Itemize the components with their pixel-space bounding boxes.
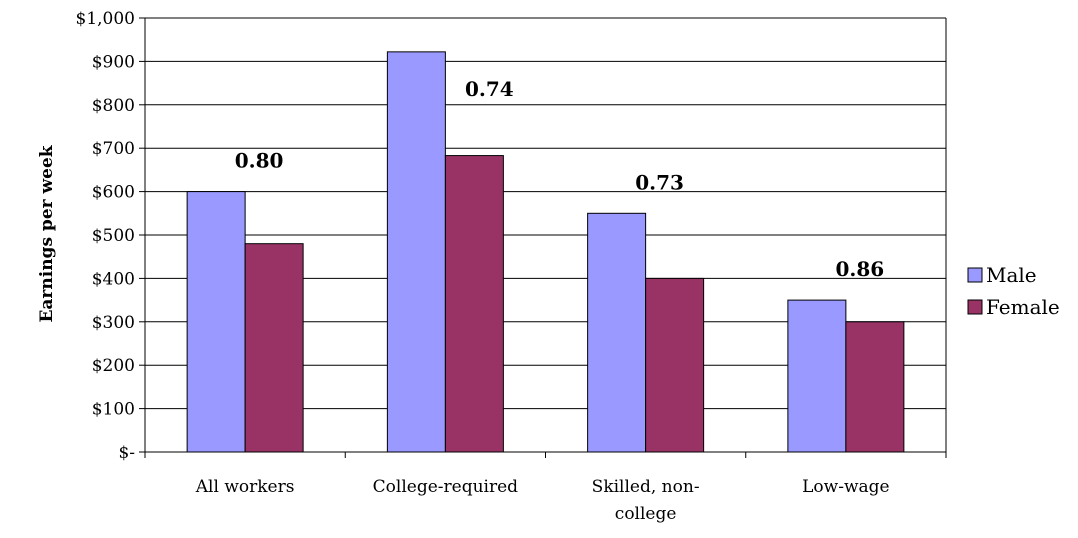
- x-tick-label: All workers: [195, 477, 295, 497]
- ratio-label: 0.86: [836, 257, 885, 281]
- bar-male: [787, 299, 847, 453]
- ratio-label: 0.74: [465, 77, 514, 101]
- y-tick-label: $1,000: [76, 9, 135, 29]
- legend-swatch-male: [967, 267, 983, 283]
- y-tick-label: $700: [92, 139, 135, 159]
- y-tick-label: $600: [92, 183, 135, 203]
- x-tick-labels: All workers College-required Skilled, non-…: [195, 477, 890, 524]
- y-tick-label: $900: [92, 52, 135, 72]
- bar-male: [587, 212, 647, 453]
- x-tick-label: Low-wage: [802, 477, 889, 497]
- legend-label-male: Male: [986, 263, 1037, 287]
- legend: Male Female: [967, 263, 1060, 319]
- y-tick-labels: $- $100 $200 $300 $400 $500 $600 $700 $800 $900 $1…: [76, 9, 135, 463]
- ratio-label: 0.73: [635, 170, 684, 194]
- y-tick-label: $500: [92, 226, 135, 246]
- ratio-label: 0.80: [235, 149, 284, 173]
- y-tick-label: $100: [92, 400, 135, 420]
- ratio-labels: 0.80 0.74 0.73 0.86: [235, 77, 884, 281]
- y-tick-label: $200: [92, 356, 135, 376]
- axes: [139, 17, 947, 458]
- x-tick-label: Skilled, non-college: [592, 477, 700, 524]
- y-tick-label: $-: [118, 443, 135, 463]
- legend-label-female: Female: [986, 295, 1060, 319]
- bar-female: [444, 155, 504, 453]
- bar-female: [645, 277, 705, 453]
- bar-male: [386, 51, 446, 453]
- bar-male: [186, 191, 246, 453]
- y-tick-label: $300: [92, 313, 135, 333]
- y-axis-label: Earnings per week: [37, 144, 57, 322]
- bar-female: [845, 321, 905, 453]
- x-tick-label: College-required: [373, 477, 519, 497]
- y-tick-label: $800: [92, 96, 135, 116]
- bar-female: [244, 243, 304, 453]
- legend-swatch-female: [967, 299, 983, 315]
- y-tick-label: $400: [92, 269, 135, 289]
- bars: [186, 51, 905, 453]
